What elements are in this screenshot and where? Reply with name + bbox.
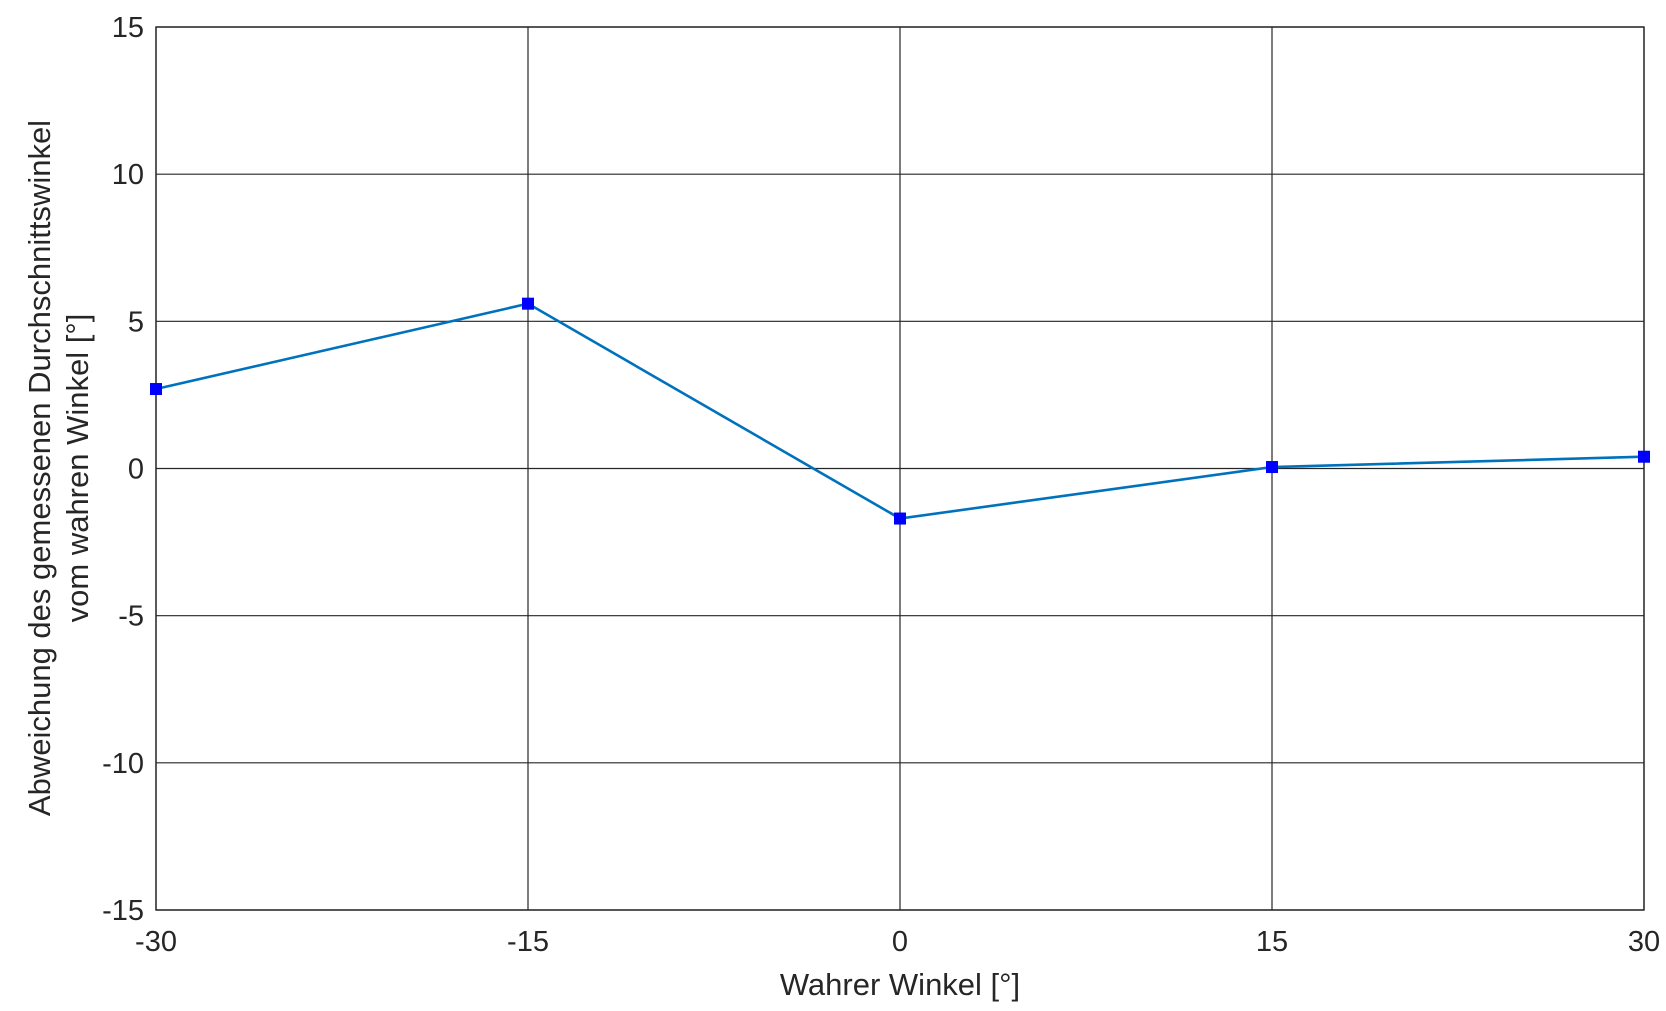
x-axis-label: Wahrer Winkel [°] <box>780 967 1020 1002</box>
y-axis-label-line-1: Abweichung des gemessenen Durchschnittsw… <box>22 120 57 816</box>
y-tick-labels: -15 -10 -5 0 5 10 15 <box>102 12 144 927</box>
y-tick-label: 5 <box>128 306 144 338</box>
data-point <box>522 297 534 310</box>
y-tick-label: 0 <box>128 454 144 486</box>
y-axis-label-line-2: vom wahren Winkel [°] <box>60 314 95 623</box>
x-tick-label: -30 <box>135 926 177 958</box>
y-tick-label: -5 <box>118 601 144 633</box>
x-tick-label: 30 <box>1628 926 1660 958</box>
y-tick-label: -15 <box>102 895 144 927</box>
series-group <box>150 297 1650 525</box>
data-point <box>1638 450 1650 463</box>
data-point <box>1266 461 1278 474</box>
y-tick-label: 15 <box>112 12 144 44</box>
grid <box>155 26 1645 911</box>
x-tick-labels: -30 -15 0 15 30 <box>135 926 1660 958</box>
data-point <box>150 383 162 396</box>
y-tick-label: 10 <box>112 159 144 191</box>
y-axis-label: Abweichung des gemessenen Durchschnittsw… <box>22 120 95 816</box>
x-tick-label: 0 <box>892 926 908 958</box>
x-tick-label: 15 <box>1256 926 1288 958</box>
data-point <box>894 512 906 525</box>
x-tick-label: -15 <box>507 926 549 958</box>
y-tick-label: -10 <box>102 748 144 780</box>
